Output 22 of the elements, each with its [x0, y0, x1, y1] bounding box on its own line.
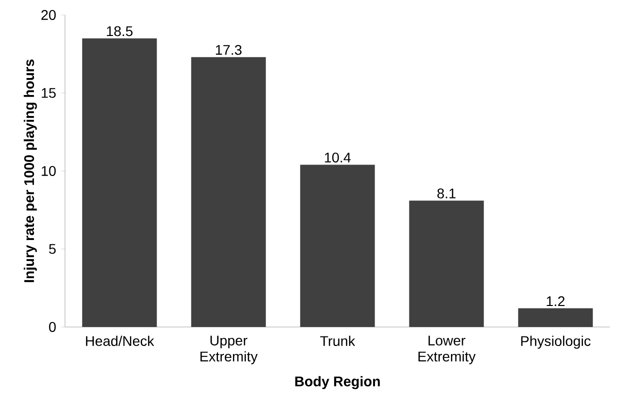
data-label: 10.4 — [324, 152, 351, 163]
y-tick-label: 15 — [42, 88, 56, 98]
bar — [409, 200, 484, 328]
y-tick-label: 0 — [49, 322, 56, 332]
data-label: 1.2 — [546, 296, 565, 306]
data-label: 18.5 — [106, 26, 133, 36]
y-tick-label: 10 — [42, 166, 56, 176]
data-label: 8.1 — [437, 188, 456, 198]
x-tick-label: Lower Extremity — [418, 336, 476, 364]
bar — [300, 164, 375, 328]
x-tick-label: Trunk — [320, 336, 356, 346]
y-axis-title: Injury rate per 1000 playing hours — [24, 60, 37, 282]
y-tick-label: 5 — [49, 244, 56, 254]
y-tick-label: 20 — [41, 10, 56, 20]
x-axis-title: Body Region — [295, 376, 380, 390]
bar — [518, 308, 593, 328]
x-tick-label: Upper Extremity — [200, 336, 258, 364]
x-tick-label: Physiologic — [521, 336, 591, 349]
data-label: 17.3 — [216, 44, 242, 55]
bar — [82, 38, 157, 328]
x-tick-label: Head/Neck — [86, 336, 154, 346]
bar — [191, 57, 266, 328]
